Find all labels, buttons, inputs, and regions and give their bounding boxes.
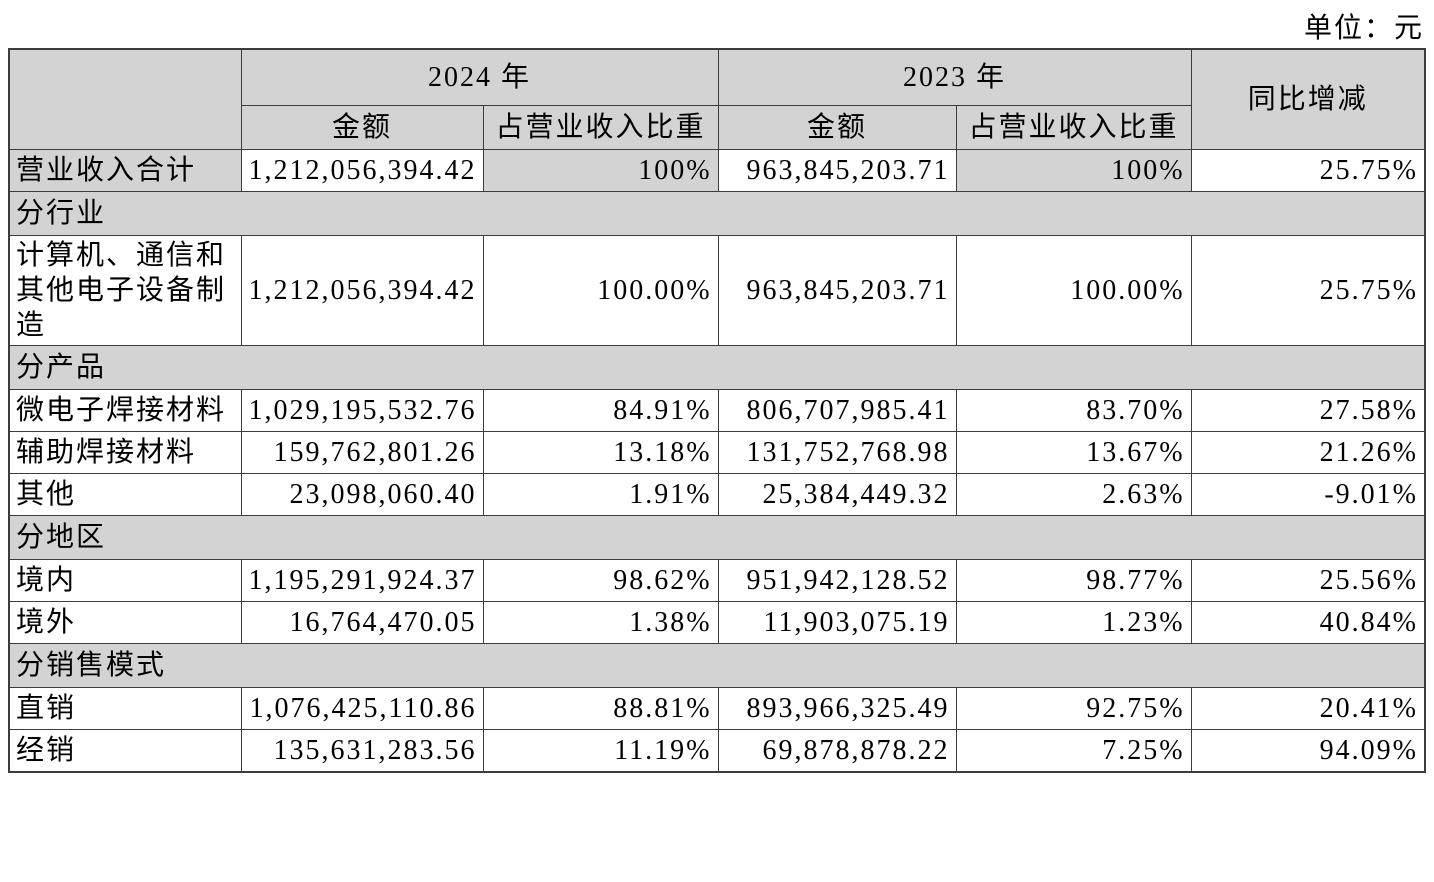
table-row: 营业收入合计 1,212,056,394.42 100% 963,845,203… [8, 149, 1426, 192]
corner-empty-cell [8, 48, 242, 150]
amount-2024-cell: 1,029,195,532.76 [240, 389, 484, 432]
share-2024-cell: 13.18% [482, 431, 719, 474]
yoy-cell: 25.75% [1190, 235, 1426, 346]
yoy-cell: 20.41% [1190, 687, 1426, 730]
section-label: 分产品 [8, 345, 1426, 390]
share-2024-header: 占营业收入比重 [482, 105, 719, 150]
yoy-cell: 40.84% [1190, 601, 1426, 644]
amount-2023-cell: 893,966,325.49 [717, 687, 957, 730]
row-label: 计算机、通信和其他电子设备制造 [8, 235, 242, 346]
yoy-cell: 21.26% [1190, 431, 1426, 474]
amount-2024-cell: 1,195,291,924.37 [240, 559, 484, 602]
section-label: 分行业 [8, 191, 1426, 236]
table-row: 其他 23,098,060.40 1.91% 25,384,449.32 2.6… [8, 473, 1426, 516]
yoy-cell: 27.58% [1190, 389, 1426, 432]
section-label: 分地区 [8, 515, 1426, 560]
table-row: 经销 135,631,283.56 11.19% 69,878,878.22 7… [8, 729, 1426, 773]
unit-label: 单位：元 [1303, 13, 1424, 44]
share-2024-cell: 1.38% [482, 601, 719, 644]
table-row: 直销 1,076,425,110.86 88.81% 893,966,325.4… [8, 687, 1426, 730]
amount-2023-cell: 963,845,203.71 [717, 149, 957, 192]
yoy-header: 同比增减 [1190, 48, 1426, 150]
amount-2024-cell: 1,212,056,394.42 [240, 149, 484, 192]
share-2023-cell: 13.67% [955, 431, 1192, 474]
row-label: 境内 [8, 559, 242, 602]
amount-2023-cell: 806,707,985.41 [717, 389, 957, 432]
row-label: 境外 [8, 601, 242, 644]
section-row: 分销售模式 [8, 643, 1426, 688]
table-body: 营业收入合计 1,212,056,394.42 100% 963,845,203… [8, 149, 1426, 773]
share-2023-cell: 83.70% [955, 389, 1192, 432]
amount-2023-cell: 131,752,768.98 [717, 431, 957, 474]
amount-2023-header: 金额 [717, 105, 957, 150]
amount-2024-cell: 135,631,283.56 [240, 729, 484, 773]
row-label: 微电子焊接材料 [8, 389, 242, 432]
yoy-cell: -9.01% [1190, 473, 1426, 516]
amount-2023-cell: 11,903,075.19 [717, 601, 957, 644]
amount-2023-cell: 951,942,128.52 [717, 559, 957, 602]
table-row: 境内 1,195,291,924.37 98.62% 951,942,128.5… [8, 559, 1426, 602]
row-label: 其他 [8, 473, 242, 516]
amount-2024-header: 金额 [240, 105, 484, 150]
amount-2023-cell: 963,845,203.71 [717, 235, 957, 346]
amount-2024-cell: 16,764,470.05 [240, 601, 484, 644]
table-row: 辅助焊接材料 159,762,801.26 13.18% 131,752,768… [8, 431, 1426, 474]
share-2024-cell: 88.81% [482, 687, 719, 730]
row-label: 营业收入合计 [8, 149, 242, 192]
share-2023-cell: 98.77% [955, 559, 1192, 602]
amount-2024-cell: 159,762,801.26 [240, 431, 484, 474]
row-label: 辅助焊接材料 [8, 431, 242, 474]
amount-2023-cell: 25,384,449.32 [717, 473, 957, 516]
share-2024-cell: 1.91% [482, 473, 719, 516]
share-2023-cell: 2.63% [955, 473, 1192, 516]
section-row: 分行业 [8, 191, 1426, 236]
amount-2024-cell: 1,076,425,110.86 [240, 687, 484, 730]
header-row-years: 2024 年 2023 年 同比增减 [8, 48, 1426, 150]
table-row: 计算机、通信和其他电子设备制造 1,212,056,394.42 100.00%… [8, 235, 1426, 346]
section-label: 分销售模式 [8, 643, 1426, 688]
table-row: 微电子焊接材料 1,029,195,532.76 84.91% 806,707,… [8, 389, 1426, 432]
yoy-cell: 25.56% [1190, 559, 1426, 602]
yoy-cell: 25.75% [1190, 149, 1426, 192]
table-row: 境外 16,764,470.05 1.38% 11,903,075.19 1.2… [8, 601, 1426, 644]
header-row-metrics: 金额 占营业收入比重 金额 占营业收入比重 [9, 105, 1425, 150]
share-2023-cell: 7.25% [955, 729, 1192, 773]
amount-2023-cell: 69,878,878.22 [717, 729, 957, 773]
share-2023-cell: 100.00% [955, 235, 1192, 346]
section-row: 分地区 [8, 515, 1426, 560]
share-2024-cell: 11.19% [482, 729, 719, 773]
section-row: 分产品 [8, 345, 1426, 390]
revenue-breakdown-table: 2024 年 2023 年 同比增减 金额 占营业收入比重 金额 占营业收入比重… [8, 48, 1426, 773]
share-2023-header: 占营业收入比重 [955, 105, 1192, 150]
share-2024-cell: 100.00% [482, 235, 719, 346]
share-2024-cell: 100% [482, 149, 719, 192]
share-2023-cell: 92.75% [955, 687, 1192, 730]
amount-2024-cell: 23,098,060.40 [240, 473, 484, 516]
yoy-cell: 94.09% [1190, 729, 1426, 773]
year-2023-header: 2023 年 [717, 48, 1192, 106]
year-2024-header: 2024 年 [240, 48, 719, 106]
share-2023-cell: 1.23% [955, 601, 1192, 644]
share-2024-cell: 98.62% [482, 559, 719, 602]
share-2023-cell: 100% [955, 149, 1192, 192]
amount-2024-cell: 1,212,056,394.42 [240, 235, 484, 346]
share-2024-cell: 84.91% [482, 389, 719, 432]
row-label: 直销 [8, 687, 242, 730]
row-label: 经销 [8, 729, 242, 773]
